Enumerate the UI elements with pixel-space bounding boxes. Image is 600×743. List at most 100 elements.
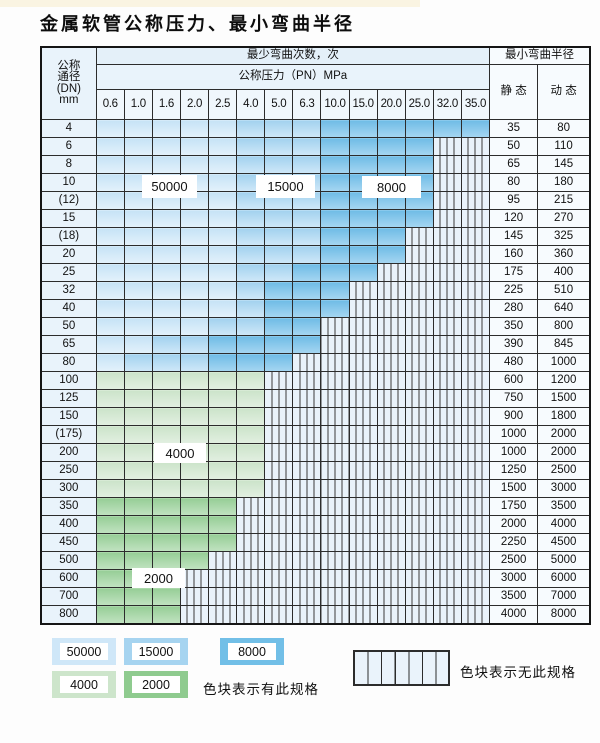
spec-cell <box>348 353 378 372</box>
spec-cell <box>404 299 434 318</box>
legend-swatch-15000-value: 15000 <box>132 643 180 660</box>
spec-cell <box>264 407 294 426</box>
spec-cell <box>95 551 125 570</box>
spec-cell <box>179 299 210 318</box>
legend-swatch-8000-value: 8000 <box>228 643 276 660</box>
spec-cell <box>123 335 153 354</box>
spec-cell <box>123 587 153 606</box>
spec-cell <box>376 353 406 372</box>
table-row: 400 2000 4000 <box>40 515 591 534</box>
spec-cell <box>432 461 462 480</box>
spec-cell <box>292 119 322 138</box>
spec-cell <box>460 533 491 552</box>
spec-cell <box>320 425 350 444</box>
spec-cell <box>432 227 462 246</box>
spec-cell <box>236 209 266 228</box>
static-cell: 390 <box>489 335 539 354</box>
spec-cell <box>208 263 238 282</box>
spec-cell <box>320 209 350 228</box>
spec-cell <box>376 461 406 480</box>
static-cell: 175 <box>489 263 539 282</box>
spec-cell <box>179 515 210 534</box>
dynamic-cell: 8000 <box>537 605 591 625</box>
spec-cell <box>179 569 210 588</box>
spec-cell <box>460 479 491 498</box>
spec-cell <box>236 425 266 444</box>
table-row: 450 2250 4500 <box>40 533 591 552</box>
spec-cell <box>123 533 153 552</box>
static-cell: 80 <box>489 173 539 192</box>
table-row: 40 280 640 <box>40 299 591 318</box>
table-row: 15 120 270 <box>40 209 591 228</box>
spec-cell <box>320 605 350 625</box>
spec-cell <box>123 209 153 228</box>
dn-cell: 200 <box>40 443 97 462</box>
spec-cell <box>151 353 181 372</box>
spec-cell <box>460 119 491 138</box>
pressure-col-15.0: 15.0 <box>348 89 378 120</box>
spec-cell <box>151 281 181 300</box>
spec-cell <box>264 587 294 606</box>
spec-cell <box>123 407 153 426</box>
spec-cell <box>236 263 266 282</box>
spec-cell <box>348 425 378 444</box>
spec-cell <box>404 497 434 516</box>
pressure-col-0.6: 0.6 <box>95 89 125 120</box>
spec-cell <box>348 281 378 300</box>
zone-label-8000: 8000 <box>362 176 421 198</box>
spec-cell <box>432 551 462 570</box>
static-cell: 120 <box>489 209 539 228</box>
spec-cell <box>404 263 434 282</box>
dn-cell: 350 <box>40 497 97 516</box>
spec-cell <box>432 119 462 138</box>
spec-cell <box>376 443 406 462</box>
dynamic-cell: 80 <box>537 119 591 138</box>
spec-cell <box>151 587 181 606</box>
table-row: 150 900 1800 <box>40 407 591 426</box>
static-cell: 65 <box>489 155 539 174</box>
spec-cell <box>348 497 378 516</box>
spec-cell <box>376 245 406 264</box>
spec-cell <box>432 605 462 625</box>
legend-swatch-2000-value: 2000 <box>132 676 180 693</box>
spec-cell <box>320 479 350 498</box>
spec-cell <box>432 515 462 534</box>
spec-cell <box>123 425 153 444</box>
pressure-col-35.0: 35.0 <box>460 89 491 120</box>
spec-cell <box>432 353 462 372</box>
table-row: 600 3000 6000 <box>40 569 591 588</box>
spec-cell <box>348 479 378 498</box>
spec-cell <box>432 299 462 318</box>
table-row: (12) 95 215 <box>40 191 591 210</box>
spec-cell <box>460 371 491 390</box>
spec-cell <box>404 389 434 408</box>
spec-cell <box>236 227 266 246</box>
spec-cell <box>264 605 294 625</box>
spec-cell <box>95 191 125 210</box>
static-cell: 600 <box>489 371 539 390</box>
spec-cell <box>348 317 378 336</box>
spec-cell <box>320 407 350 426</box>
dynamic-cell: 270 <box>537 209 591 228</box>
table-row: 8 65 145 <box>40 155 591 174</box>
spec-cell <box>236 389 266 408</box>
spec-cell <box>95 119 125 138</box>
spec-cell <box>123 605 153 625</box>
spec-cell <box>264 425 294 444</box>
spec-cell <box>376 299 406 318</box>
spec-cell <box>151 515 181 534</box>
spec-cell <box>348 209 378 228</box>
zone-label-4000: 4000 <box>154 443 206 463</box>
table-row: 32 225 510 <box>40 281 591 300</box>
spec-cell <box>264 443 294 462</box>
spec-cell <box>123 497 153 516</box>
spec-cell <box>460 245 491 264</box>
spec-cell <box>292 263 322 282</box>
dynamic-cell: 145 <box>537 155 591 174</box>
spec-cell <box>179 533 210 552</box>
spec-cell <box>95 173 125 192</box>
static-cell: 50 <box>489 137 539 156</box>
spec-cell <box>348 299 378 318</box>
pressure-col-2.5: 2.5 <box>208 89 238 120</box>
legend-swatch-50000-value: 50000 <box>60 643 108 660</box>
